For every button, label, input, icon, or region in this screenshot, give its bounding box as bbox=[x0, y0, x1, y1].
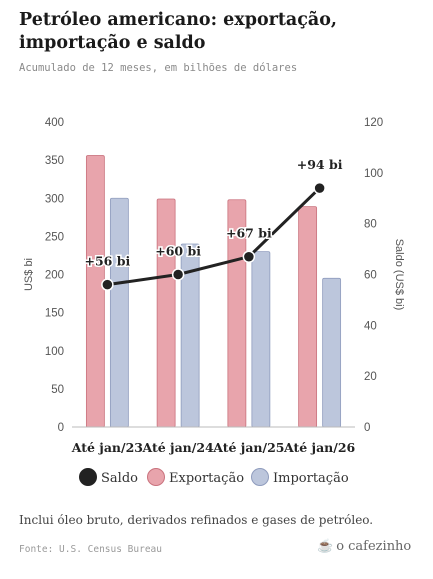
footnote: Inclui óleo bruto, derivados refinados e… bbox=[19, 513, 374, 527]
saldo-point bbox=[313, 181, 326, 195]
chart-subtitle: Acumulado de 12 meses, em bilhões de dól… bbox=[19, 62, 298, 74]
chart-area: 0 50 100 150 200 250 300 350 400 0 20 40 60 80 100 120 U… bbox=[23, 117, 405, 486]
saldo-data-label: +94 bi bbox=[297, 157, 343, 172]
y-left-tick-label: 100 bbox=[45, 346, 64, 358]
y-left-tick-label: 150 bbox=[45, 308, 64, 320]
bar-importacao bbox=[322, 277, 342, 428]
x-tick-label: Até jan/25 bbox=[212, 440, 284, 455]
y-left-tick-label: 300 bbox=[45, 193, 64, 205]
y-left-axis-title: US$ bi bbox=[23, 258, 35, 291]
y-left-tick-label: 250 bbox=[45, 231, 64, 243]
x-tick-label: Até jan/26 bbox=[283, 440, 356, 455]
brand-logo: ☕ o cafezinho bbox=[317, 539, 411, 554]
y-left-tick-label: 50 bbox=[51, 384, 64, 396]
saldo-data-label: +60 bi bbox=[155, 244, 201, 259]
source-text: Fonte: U.S. Census Bureau bbox=[19, 544, 162, 555]
legend-label: Exportação bbox=[169, 471, 244, 486]
bar-importacao bbox=[251, 251, 271, 428]
y-left-tick-label: 200 bbox=[45, 270, 64, 282]
y-right-axis-title: Saldo (US$ bi) bbox=[393, 239, 405, 311]
y-right-tick-label: 120 bbox=[364, 117, 383, 129]
legend-marker bbox=[79, 468, 97, 486]
y-right-tick-label: 20 bbox=[364, 371, 377, 383]
bar-exportacao bbox=[85, 155, 105, 428]
y-right-tick-label: 40 bbox=[364, 320, 377, 332]
y-right-tick-label: 80 bbox=[364, 219, 377, 231]
bar-exportacao bbox=[298, 206, 318, 428]
saldo-point bbox=[101, 278, 114, 291]
y-left-tick-label: 400 bbox=[45, 117, 64, 129]
legend-marker bbox=[251, 468, 269, 486]
saldo-data-label: +56 bi bbox=[85, 254, 131, 269]
bar-exportacao bbox=[156, 198, 176, 428]
saldo-line bbox=[107, 187, 321, 287]
legend-label: Saldo bbox=[101, 471, 138, 486]
y-right-tick-label: 60 bbox=[364, 270, 377, 282]
y-right-tick-label: 0 bbox=[364, 422, 370, 434]
y-right-tick-label: 100 bbox=[364, 168, 383, 180]
x-tick-label: Até jan/23 bbox=[71, 440, 143, 455]
saldo-point bbox=[171, 268, 185, 281]
saldo-data-label: +67 bi bbox=[226, 226, 272, 241]
bar-importacao bbox=[109, 197, 129, 428]
legend-label: Importação bbox=[273, 471, 349, 486]
legend-marker bbox=[147, 468, 165, 486]
y-left-tick-label: 350 bbox=[45, 155, 64, 167]
y-left-tick-label: 0 bbox=[58, 422, 64, 434]
saldo-point bbox=[242, 250, 256, 263]
brand-name: o cafezinho bbox=[336, 539, 412, 554]
chart-title: Petróleo americano: exportação, importaç… bbox=[19, 10, 338, 53]
x-tick-label: Até jan/24 bbox=[142, 440, 215, 455]
coffee-cup-icon: ☕ bbox=[317, 539, 334, 554]
